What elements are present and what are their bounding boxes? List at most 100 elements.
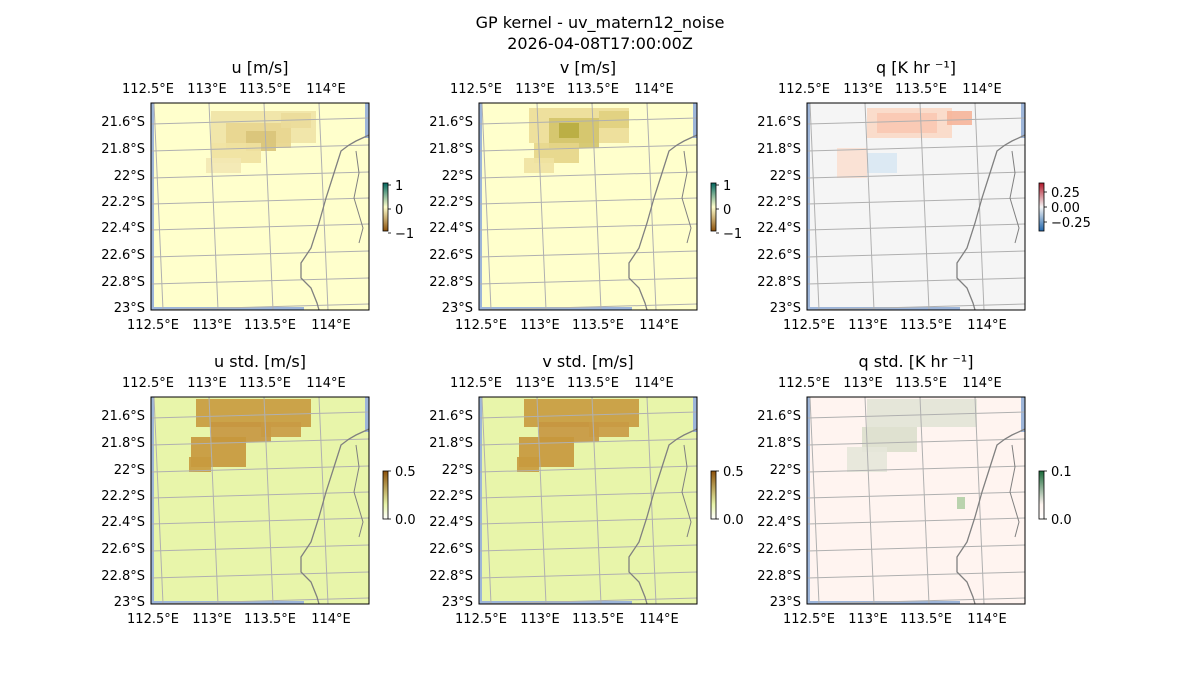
x-tick-label-top: 114°E [306,376,346,391]
gridline [806,144,1026,152]
coastline [628,428,698,605]
x-tick-label-bottom: 112.5°E [783,318,835,333]
x-tick-label-bottom: 113°E [192,612,232,627]
x-tick-label-top: 112.5°E [122,82,174,97]
colorbar [710,182,717,232]
gridline [478,223,698,231]
x-tick-label-bottom: 113.5°E [572,612,624,627]
data-patch [599,111,629,128]
x-tick-label-top: 113°E [515,82,555,97]
colorbar-tick-label: −0.25 [1051,216,1091,231]
colorbar-tick-label: 0.00 [1051,201,1080,216]
data-patch [189,457,211,472]
x-tick-label-bottom: 113.5°E [900,612,952,627]
gridline [153,396,164,605]
y-tick-label: 22.4°S [757,515,801,530]
gridline [478,597,698,605]
ocean-edge [482,307,632,310]
y-tick-label: 21.6°S [757,115,801,130]
x-tick-label-bottom: 113°E [520,612,560,627]
ocean-edge [154,601,304,604]
gridline [153,102,164,311]
y-tick-label: 22.8°S [757,275,801,290]
coastline [300,428,370,605]
y-tick-label: 23°S [114,301,145,316]
x-tick-label-top: 112.5°E [778,82,830,97]
y-tick-label: 22.6°S [429,542,473,557]
gridline [478,544,698,552]
colorbar-tick-label: 0.1 [1051,465,1072,480]
y-tick-label: 22°S [114,463,145,478]
colorbar-tick-label: −1 [395,227,414,242]
gridline [809,102,820,311]
gridline [150,465,370,473]
y-tick-label: 22.4°S [101,515,145,530]
y-tick-label: 21.6°S [101,409,145,424]
y-tick-label: 23°S [770,595,801,610]
gridline [478,303,698,311]
gridline [478,465,698,473]
ocean-edge [154,307,304,310]
colorbar [382,470,389,520]
x-tick-label-bottom: 114°E [311,318,351,333]
x-tick-label-top: 114°E [634,82,674,97]
gridline [150,597,370,605]
y-tick-label: 22.4°S [101,221,145,236]
gridline [806,277,1026,285]
data-patch [947,111,972,125]
colorbar-tick-label: 0 [723,203,731,218]
coastline [956,134,1026,311]
x-tick-label-top: 113°E [515,376,555,391]
y-tick-label: 22.6°S [429,248,473,263]
map-frame [478,396,698,605]
coastline [956,428,1026,605]
gridline [806,544,1026,552]
map-panel: q std. [K hr ⁻¹] 112.5°E 112.5°E 113°E 113°E… [757,352,1071,627]
x-tick-label-top: 113°E [843,82,883,97]
ocean-edge [482,601,632,604]
x-tick-label-bottom: 114°E [639,318,679,333]
y-tick-label: 22°S [442,169,473,184]
x-tick-label-top: 113.5°E [895,82,947,97]
y-tick-label: 22.6°S [757,542,801,557]
y-tick-label: 22.8°S [429,569,473,584]
figure-title: GP kernel - uv_matern12_noise [476,13,725,33]
panel-title: q std. [K hr ⁻¹] [859,352,974,371]
coastline [681,150,692,244]
gridline [478,491,698,499]
x-tick-label-bottom: 114°E [967,612,1007,627]
y-tick-label: 22°S [770,463,801,478]
data-patch [867,153,897,173]
x-tick-label-bottom: 113°E [848,318,888,333]
y-tick-label: 21.8°S [101,436,145,451]
panel-title: u std. [m/s] [214,352,306,371]
colorbar [1038,470,1045,520]
gridline [806,517,1026,525]
coastline [353,444,364,538]
y-tick-label: 21.6°S [101,115,145,130]
panel-title: q [K hr ⁻¹] [876,58,956,77]
data-patch [524,158,554,173]
gridline [481,102,492,311]
map-panel: q [K hr ⁻¹] 112.5°E 112.5°E 113°E 113°E 113.5… [757,58,1091,333]
ocean-edge [479,103,482,310]
gridline [208,102,219,311]
colorbar-tick-label: 0.0 [395,513,416,528]
map-frame [478,102,698,311]
map-frame [806,396,1026,605]
panel-title: v [m/s] [560,58,616,77]
x-tick-label-top: 112.5°E [122,376,174,391]
y-tick-label: 23°S [442,595,473,610]
gridline [263,102,274,311]
gridline [478,277,698,285]
colorbar-tick-label: 0 [395,203,403,218]
ocean-edge [807,103,810,310]
x-tick-label-top: 113.5°E [567,82,619,97]
map-panel: v std. [m/s] 112.5°E 112.5°E 113°E 113°E 113.… [429,352,743,627]
y-tick-label: 21.8°S [757,436,801,451]
panels: u [m/s]112.5°E112.5°E113°E113°E113.5°E11… [101,58,1091,627]
ocean-edge [693,397,697,432]
data-patch [517,457,539,472]
x-tick-label-bottom: 114°E [967,318,1007,333]
